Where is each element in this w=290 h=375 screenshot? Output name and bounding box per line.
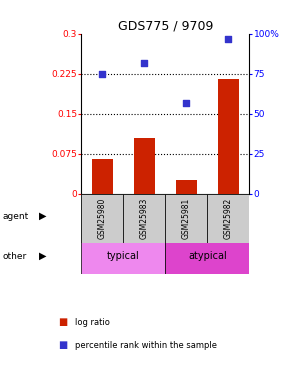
Bar (207, 194, 249, 243)
Bar (81, 238, 165, 274)
Text: GSM25981: GSM25981 (182, 198, 191, 239)
Text: olanzap
ine: olanzap ine (174, 211, 199, 222)
Bar (81, 194, 123, 243)
Text: percentile rank within the sample: percentile rank within the sample (75, 340, 218, 350)
Text: ▶: ▶ (39, 211, 47, 221)
Bar (176, 180, 197, 194)
Bar (207, 194, 249, 238)
Bar (218, 79, 239, 194)
Text: GSM25982: GSM25982 (224, 198, 233, 239)
Text: atypical: atypical (188, 251, 227, 261)
Point (226, 36, 231, 42)
Title: GDS775 / 9709: GDS775 / 9709 (118, 20, 213, 33)
Bar (134, 138, 155, 194)
Bar (123, 194, 165, 238)
Text: quetiapi
ne: quetiapi ne (215, 211, 241, 222)
Text: thioridazin
e: thioridazin e (128, 211, 161, 222)
Text: typical: typical (107, 251, 139, 261)
Point (100, 71, 104, 77)
Point (142, 60, 146, 66)
Bar (81, 194, 123, 238)
Text: GSM25980: GSM25980 (98, 197, 107, 239)
Text: ▶: ▶ (39, 251, 47, 261)
Bar (92, 159, 113, 194)
Text: agent: agent (3, 211, 29, 220)
Bar (165, 238, 249, 274)
Bar (165, 194, 207, 243)
Bar (165, 194, 207, 238)
Bar (123, 194, 165, 243)
Text: ■: ■ (58, 318, 67, 327)
Text: chlorprom
azine: chlorprom azine (86, 211, 118, 222)
Text: ■: ■ (58, 340, 67, 350)
Point (184, 99, 189, 105)
Text: other: other (3, 252, 27, 261)
Text: log ratio: log ratio (75, 318, 110, 327)
Text: GSM25983: GSM25983 (140, 197, 149, 239)
